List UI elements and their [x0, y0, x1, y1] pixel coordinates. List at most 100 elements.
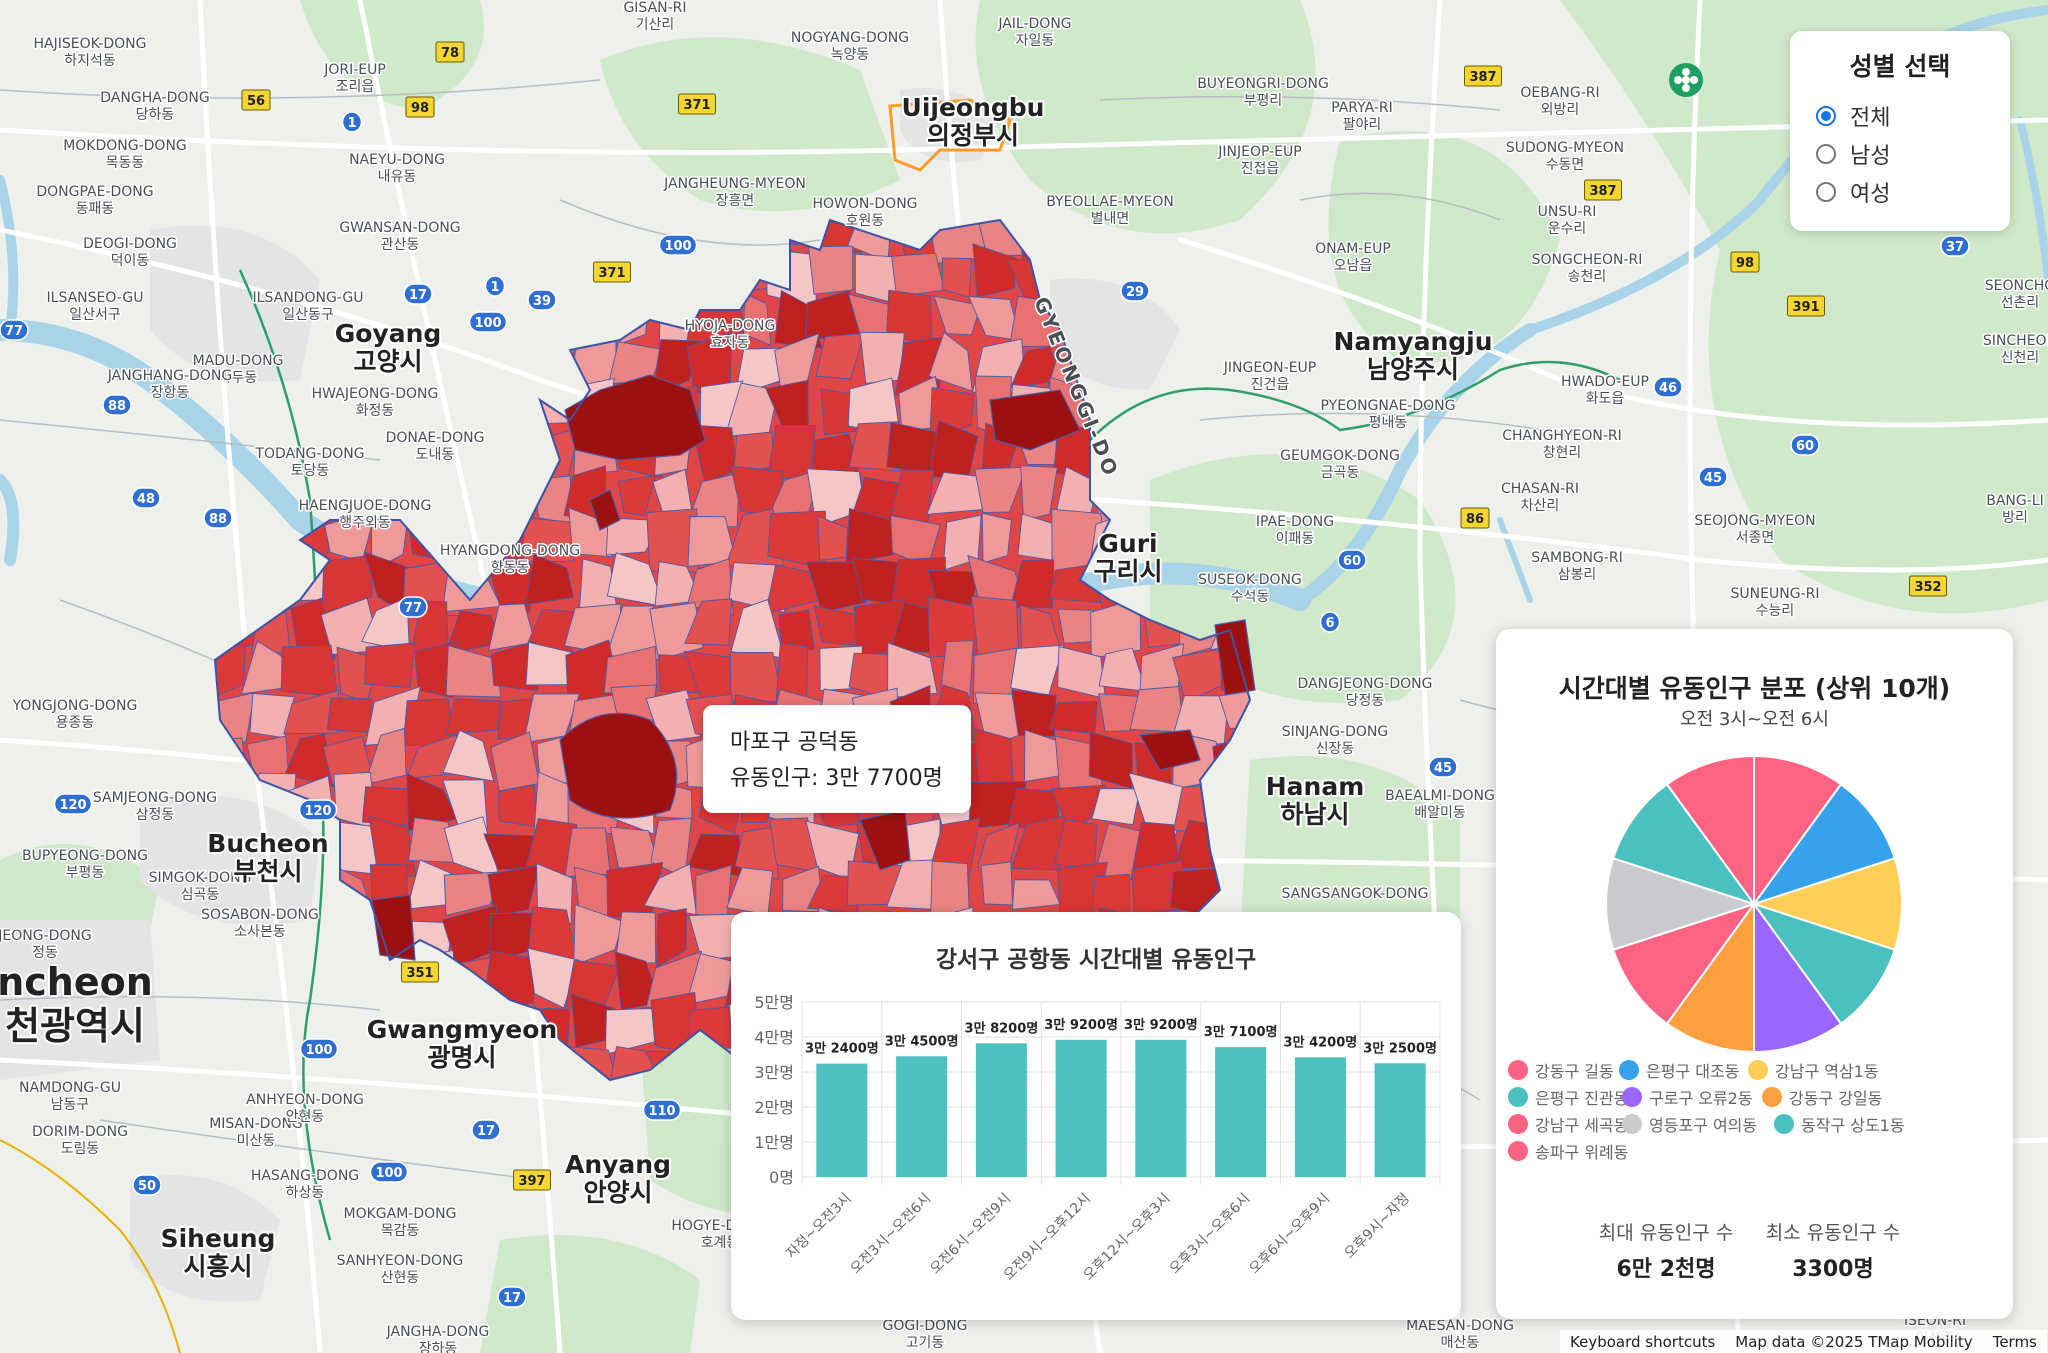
- district-cell[interactable]: [1009, 559, 1055, 609]
- district-cell[interactable]: [649, 602, 704, 661]
- district-cell[interactable]: [974, 466, 1028, 514]
- district-cell[interactable]: [321, 554, 373, 615]
- place-label-ko: 금곡동: [1321, 465, 1360, 481]
- pie-slice[interactable]: [1605, 857, 1758, 951]
- district-cell[interactable]: [1128, 772, 1185, 836]
- district-cell[interactable]: [1020, 465, 1058, 522]
- pie-slice[interactable]: [1665, 754, 1755, 908]
- gender-option-male[interactable]: 남성: [1816, 135, 1984, 173]
- bar[interactable]: [1294, 1057, 1346, 1177]
- district-cell[interactable]: [684, 598, 733, 646]
- district-cell[interactable]: [326, 697, 373, 734]
- district-cell[interactable]: [972, 243, 1018, 298]
- pie-slice[interactable]: [1611, 782, 1757, 906]
- gender-option-all[interactable]: 전체: [1816, 97, 1984, 135]
- district-cell[interactable]: [364, 727, 407, 786]
- pie-slice[interactable]: [1753, 900, 1843, 1054]
- district-cell[interactable]: [1091, 788, 1141, 826]
- district-cell[interactable]: [445, 645, 502, 698]
- pie-slice[interactable]: [1750, 857, 1903, 951]
- district-cell[interactable]: [1011, 689, 1057, 737]
- district-cell[interactable]: [603, 645, 658, 694]
- district-cell[interactable]: [573, 903, 625, 966]
- radio-all[interactable]: [1816, 106, 1836, 126]
- bar[interactable]: [1055, 1039, 1107, 1177]
- district-cell[interactable]: [973, 727, 1014, 790]
- legend-item[interactable]: 동작구 상도1동: [1774, 1112, 1905, 1136]
- legend-item[interactable]: 영등포구 여의동: [1622, 1112, 1757, 1136]
- district-cell[interactable]: [527, 947, 580, 1009]
- district-cell[interactable]: [564, 827, 611, 878]
- district-cell[interactable]: [933, 295, 982, 336]
- district-cell[interactable]: [280, 644, 339, 698]
- district-cell[interactable]: [891, 252, 945, 297]
- district-cell[interactable]: [444, 698, 502, 736]
- pie-slice[interactable]: [1611, 902, 1757, 1026]
- bar[interactable]: [1374, 1063, 1426, 1177]
- district-cell[interactable]: [859, 331, 905, 384]
- district-cell[interactable]: [980, 861, 1013, 906]
- legend-item[interactable]: 강남구 세곡동: [1508, 1112, 1628, 1136]
- district-cell[interactable]: [1131, 860, 1183, 914]
- pie-slice[interactable]: [1753, 754, 1843, 908]
- bar[interactable]: [896, 1056, 948, 1177]
- legend-item[interactable]: 은평구 대조동: [1619, 1058, 1739, 1082]
- place-label-ko: 당정동: [1346, 693, 1385, 709]
- district-cell[interactable]: [778, 609, 816, 651]
- district-cell[interactable]: [928, 331, 973, 392]
- district-cell[interactable]: [981, 512, 1012, 564]
- legend-item[interactable]: 강동구 강일동: [1762, 1085, 1882, 1109]
- place-label: MAESAN-DONG: [1406, 1318, 1514, 1334]
- district-cell[interactable]: [497, 784, 538, 828]
- district-cell[interactable]: [729, 651, 784, 703]
- district-cell[interactable]: [940, 640, 974, 699]
- district-cell[interactable]: [442, 779, 488, 832]
- district-cell[interactable]: [845, 507, 905, 565]
- district-cell[interactable]: [1048, 700, 1098, 735]
- district-cell[interactable]: [655, 908, 687, 969]
- pie-slice[interactable]: [1665, 900, 1755, 1054]
- place-label: SUDONG-MYEON: [1506, 140, 1624, 156]
- district-cell[interactable]: [443, 871, 502, 916]
- district-cell[interactable]: [525, 553, 575, 606]
- district-cell[interactable]: [283, 689, 339, 735]
- district-cell[interactable]: [848, 421, 900, 472]
- radio-male[interactable]: [1816, 144, 1836, 164]
- bar[interactable]: [975, 1043, 1027, 1177]
- bar[interactable]: [1215, 1047, 1267, 1177]
- district-cell[interactable]: [806, 561, 867, 613]
- terms-link[interactable]: Terms: [1992, 1332, 2037, 1351]
- district-cell[interactable]: [526, 608, 574, 653]
- bar[interactable]: [1135, 1039, 1187, 1177]
- legend-item[interactable]: 구로구 오류2동: [1622, 1085, 1753, 1109]
- keyboard-shortcuts-link[interactable]: Keyboard shortcuts: [1570, 1332, 1716, 1351]
- district-cell[interactable]: [887, 642, 938, 699]
- district-cell[interactable]: [364, 642, 416, 689]
- district-cell[interactable]: [617, 474, 657, 517]
- place-label: DANGJEONG-DONG: [1298, 676, 1433, 692]
- gender-option-female[interactable]: 여성: [1816, 173, 1984, 211]
- bar[interactable]: [816, 1063, 868, 1177]
- district-cell[interactable]: [487, 864, 540, 917]
- legend-item[interactable]: 송파구 위례동: [1508, 1139, 1628, 1163]
- district-cell[interactable]: [889, 469, 935, 523]
- place-label: NAMDONG-GU: [19, 1080, 121, 1096]
- radio-female[interactable]: [1816, 182, 1836, 202]
- svg-text:387: 387: [1469, 70, 1496, 85]
- district-cell[interactable]: [734, 826, 779, 881]
- district-cell[interactable]: [815, 332, 866, 380]
- district-cell[interactable]: [201, 692, 256, 743]
- district-cell[interactable]: [743, 292, 772, 347]
- district-cell[interactable]: [442, 729, 495, 782]
- pie-slice[interactable]: [1751, 902, 1897, 1026]
- legend-item[interactable]: 은평구 진관동: [1508, 1085, 1628, 1109]
- pie-slice[interactable]: [1751, 782, 1897, 906]
- district-cell[interactable]: [614, 911, 657, 965]
- district-cell[interactable]: [1050, 784, 1107, 829]
- legend-item[interactable]: 강동구 길동: [1508, 1058, 1614, 1082]
- district-cell[interactable]: [808, 245, 854, 295]
- poi-flower-icon[interactable]: [1669, 63, 1703, 97]
- legend-item[interactable]: 강남구 역삼1동: [1748, 1058, 1879, 1082]
- district-cell[interactable]: [522, 517, 581, 563]
- route-shield-icon: 387: [1464, 65, 1502, 87]
